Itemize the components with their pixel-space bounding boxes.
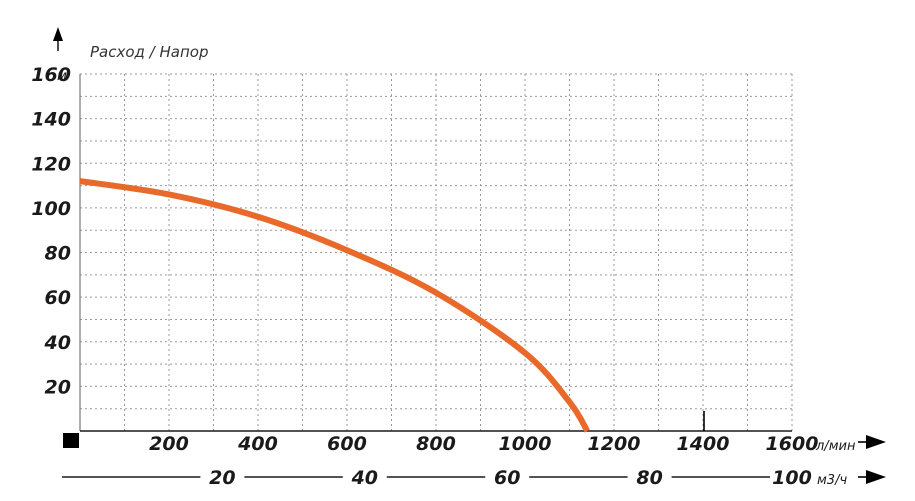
x-tick-label: 400 bbox=[237, 433, 278, 455]
x2-tick-label: 100 bbox=[772, 467, 812, 489]
x2-tick-label: 60 bbox=[494, 467, 520, 489]
x-tick-label: 600 bbox=[327, 433, 367, 455]
x-tick-label: 800 bbox=[416, 433, 456, 455]
x-tick-label: 1600 bbox=[766, 433, 819, 455]
origin-square-icon bbox=[63, 433, 79, 448]
x-tick-label: 1000 bbox=[499, 433, 552, 455]
grid-layer bbox=[80, 73, 793, 431]
y-tick-label: 20 bbox=[45, 376, 71, 398]
y-axis-arrow-icon bbox=[53, 27, 63, 41]
x-tick-label: 200 bbox=[149, 433, 189, 455]
secondary-axis-arrow-icon bbox=[866, 470, 886, 484]
x2-tick-label: 40 bbox=[351, 467, 378, 489]
x2-tick-label: 80 bbox=[636, 467, 662, 489]
axes-layer bbox=[53, 27, 886, 484]
x-axis-unit: л/мин bbox=[815, 439, 856, 454]
x2-tick-label: 20 bbox=[209, 467, 235, 489]
y-tick-label: 120 bbox=[31, 153, 71, 175]
x-axis-arrow-icon bbox=[866, 435, 886, 449]
y-tick-label: 140 bbox=[31, 109, 71, 131]
x2-axis-unit: м3/ч bbox=[817, 473, 847, 488]
head-curve-line bbox=[79, 178, 590, 433]
y-tick-label: 100 bbox=[31, 198, 71, 220]
series-layer bbox=[79, 178, 590, 433]
y-tick-label: 160 bbox=[31, 64, 71, 86]
x-tick-label: 1400 bbox=[677, 433, 730, 455]
y-tick-label: 80 bbox=[45, 243, 71, 265]
y-axis-unit: м bbox=[57, 69, 67, 84]
y-axis-title: Расход / Напор bbox=[90, 43, 208, 61]
x-tick-label: 1200 bbox=[588, 433, 641, 455]
y-tick-label: 60 bbox=[45, 287, 71, 309]
y-tick-label: 40 bbox=[44, 332, 71, 354]
